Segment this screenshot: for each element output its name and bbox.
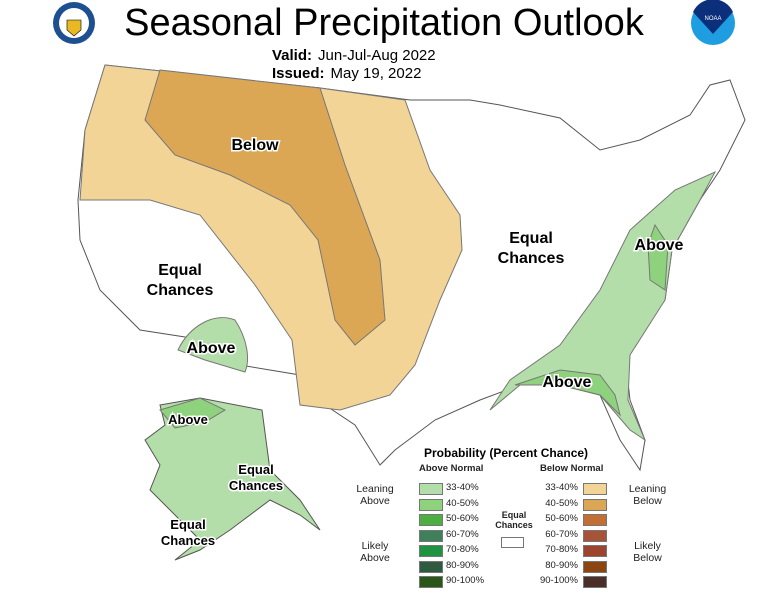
legend-below-swatch [583, 560, 607, 573]
legend-below-header: Below Normal [540, 463, 604, 474]
label-equal-east-2: Chances [498, 250, 565, 267]
alaska-above-region [159, 397, 227, 429]
legend-likely-below: Likely Below [633, 540, 662, 564]
legend-below-range: 40-50% [545, 497, 578, 509]
label-equal-west-2: Chances [147, 282, 214, 299]
above-southwest-region [177, 317, 248, 373]
label-above-sw: Above [187, 340, 236, 357]
issued-label: Issued: [272, 65, 325, 82]
label-ak-equal-1: Equal [238, 462, 273, 477]
legend-above-swatch [419, 529, 443, 542]
legend-below-range: 33-40% [545, 482, 578, 493]
legend-above-header: Above Normal [419, 463, 484, 474]
noaa-logo: NOAA [691, 0, 735, 45]
label-ak-equal-sw-2: Chances [161, 533, 215, 548]
legend-likely-above: Likely Above [360, 540, 390, 564]
label-ak-equal-2: Chances [229, 478, 283, 493]
page-title: Seasonal Precipitation Outlook [124, 2, 644, 44]
legend-below-swatch [583, 483, 607, 495]
legend-title: Probability (Percent Chance) [424, 446, 589, 460]
valid-line: Valid: Jun-Jul-Aug 2022 [272, 47, 436, 64]
legend-below-swatch [583, 514, 607, 526]
below-40-50-region [144, 69, 386, 346]
legend-above-swatch [419, 545, 443, 557]
legend-above-swatch [419, 498, 443, 511]
legend-above-range: 90-100% [446, 575, 485, 586]
legend-below-range: 90-100% [539, 575, 578, 586]
legend-below-range: 50-60% [545, 513, 578, 524]
legend-leaning-below: Leaning Below [628, 483, 667, 507]
label-ak-above: Above [168, 412, 208, 427]
legend-below-swatch [583, 545, 607, 557]
above-mid-atlantic-40-50-region [647, 223, 669, 291]
legend-equal-swatch [501, 537, 524, 548]
doc-seal-logo [53, 2, 95, 44]
alaska-region [144, 397, 321, 561]
label-equal-east-1: Equal [509, 230, 553, 247]
legend-above-range: 70-80% [446, 544, 479, 555]
legend-above-swatch [419, 576, 443, 588]
legend-above-range: 60-70% [446, 528, 479, 540]
valid-value: Jun-Jul-Aug 2022 [318, 47, 436, 64]
legend-above-swatch [419, 514, 443, 526]
above-se-40-50-region [514, 369, 621, 417]
valid-label: Valid: [272, 47, 313, 64]
label-equal-west-1: Equal [158, 262, 202, 279]
legend-equal-label: Equal Chances [495, 510, 533, 530]
legend-below-range: 70-80% [545, 544, 578, 555]
label-above-se: Above [543, 374, 592, 391]
legend-leaning-above: Leaning Above [356, 483, 394, 507]
legend-above-swatch [419, 483, 443, 495]
legend-above-range: 33-40% [446, 482, 479, 493]
legend-above-swatch [419, 560, 443, 573]
issued-line: Issued: May 19, 2022 [272, 65, 421, 82]
legend-below-swatch [583, 576, 607, 588]
legend-below-range: 80-90% [545, 559, 578, 571]
label-ak-equal-sw-1: Equal [170, 517, 205, 532]
legend-below-swatch [583, 529, 607, 542]
noaa-text: NOAA [704, 16, 721, 22]
issued-value: May 19, 2022 [330, 65, 422, 82]
label-above-ne: Above [635, 237, 684, 254]
legend-below-range: 60-70% [545, 528, 578, 540]
legend-above-range: 40-50% [446, 497, 479, 509]
legend-below-swatch [583, 498, 607, 511]
legend-above-range: 80-90% [446, 559, 479, 571]
label-below: Below [231, 137, 279, 154]
legend-above-range: 50-60% [446, 513, 479, 524]
